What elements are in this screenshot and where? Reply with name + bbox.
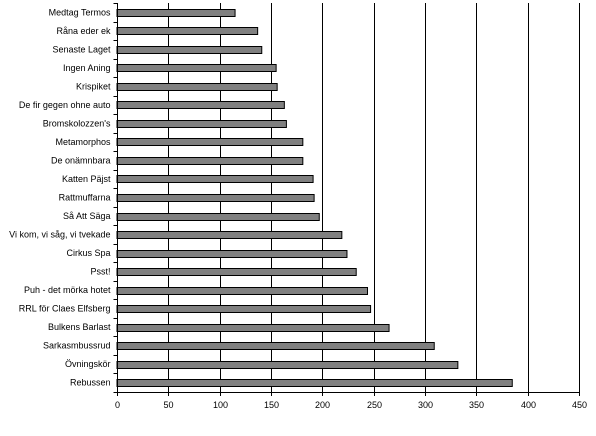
bar	[116, 268, 357, 276]
bar	[116, 175, 314, 183]
bar	[116, 64, 277, 72]
category-label: Övningskör	[65, 359, 111, 369]
category-label: Krispiket	[76, 81, 111, 91]
category-label: Metamorphos	[55, 137, 111, 147]
bar	[116, 120, 287, 128]
category-labels: Medtag Termos Råna eder ek Senaste Laget In…	[9, 7, 111, 387]
bar	[116, 101, 285, 109]
category-label: De fir gegen ohne auto	[19, 100, 111, 110]
category-label: Ingen Aning	[63, 63, 111, 73]
category-label: Sarkasmbussrud	[43, 341, 111, 351]
bar	[116, 342, 435, 350]
category-label: Vi kom, vi såg, vi tvekade	[9, 230, 110, 240]
category-label: Så Att Säga	[63, 211, 111, 221]
bar	[116, 361, 459, 369]
x-tick-label: 450	[572, 400, 587, 410]
category-label: Bromskolozzen's	[43, 118, 111, 128]
category-label: Bulkens Barlast	[48, 322, 111, 332]
bar	[116, 250, 348, 258]
x-tick-label: 300	[418, 400, 433, 410]
x-tick-label: 250	[367, 400, 382, 410]
bar	[116, 213, 320, 221]
x-tick-label: 100	[213, 400, 228, 410]
bar	[116, 194, 315, 202]
category-label: Katten Päjst	[62, 174, 111, 184]
axes	[113, 3, 580, 396]
x-tick-label: 200	[315, 400, 330, 410]
category-label: Senaste Laget	[52, 44, 111, 54]
bar	[116, 83, 278, 91]
bar	[116, 305, 372, 313]
bar	[116, 138, 304, 146]
category-label: Medtag Termos	[49, 7, 111, 17]
category-label: Puh - det mörka hotet	[24, 285, 111, 295]
x-tick-label: 350	[469, 400, 484, 410]
category-label: De onämnbara	[51, 155, 111, 165]
x-tick-label: 150	[264, 400, 279, 410]
x-tick-label: 0	[115, 400, 120, 410]
x-tick-label: 50	[163, 400, 173, 410]
x-tick-label: 400	[521, 400, 536, 410]
bar	[116, 231, 343, 239]
category-label: Cirkus Spa	[66, 248, 110, 258]
bar	[116, 27, 259, 35]
bar	[116, 379, 513, 387]
tick-labels: 0 50 100 150 200 250 300 350 400 450	[115, 400, 587, 410]
category-label: RRL för Claes Elfsberg	[19, 304, 111, 314]
category-label: Psst!	[90, 267, 110, 277]
category-label: Råna eder ek	[56, 26, 111, 36]
bars	[116, 9, 513, 387]
bar	[116, 324, 390, 332]
bar	[116, 46, 263, 54]
category-label: Rebussen	[70, 378, 111, 388]
bar	[116, 9, 236, 17]
bar	[116, 287, 369, 295]
bar	[116, 157, 304, 165]
category-label: Rattmuffarna	[59, 193, 111, 203]
